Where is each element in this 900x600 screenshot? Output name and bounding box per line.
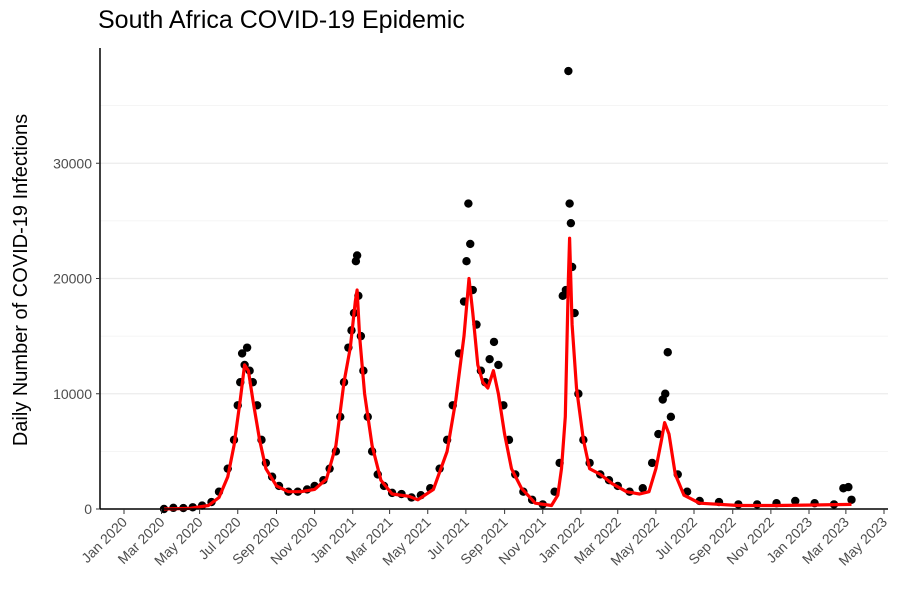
data-point [565,199,574,208]
data-point [666,412,676,421]
y-tick-label: 0 [84,501,92,517]
y-tick-label: 10000 [53,386,92,402]
data-point [564,66,573,76]
data-point [654,429,663,439]
gridlines [100,105,888,452]
data-point [566,218,576,228]
y-axis-title: Daily Number of COVID-19 Infections [10,114,32,446]
data-point [237,349,247,358]
data-point [663,348,672,357]
data-point [847,495,856,504]
smoothed-line-path [163,236,852,511]
data-point [647,458,657,468]
data-point [494,360,503,370]
data-point [844,482,853,492]
data-point [489,337,499,347]
data-point [791,496,800,506]
data-point [352,251,362,260]
y-tick-labels: 0 10000 20000 30000 [53,155,100,517]
smoothed-line [163,236,852,511]
data-point [466,239,475,249]
data-point [661,389,670,398]
y-tick-label: 20000 [53,271,92,287]
data-point [464,199,473,208]
data-point [638,484,647,493]
y-tick-label: 30000 [53,155,92,171]
data-point [462,257,471,266]
chart-title: South Africa COVID-19 Epidemic [98,6,465,34]
data-point [485,354,494,364]
data-point [242,343,252,352]
